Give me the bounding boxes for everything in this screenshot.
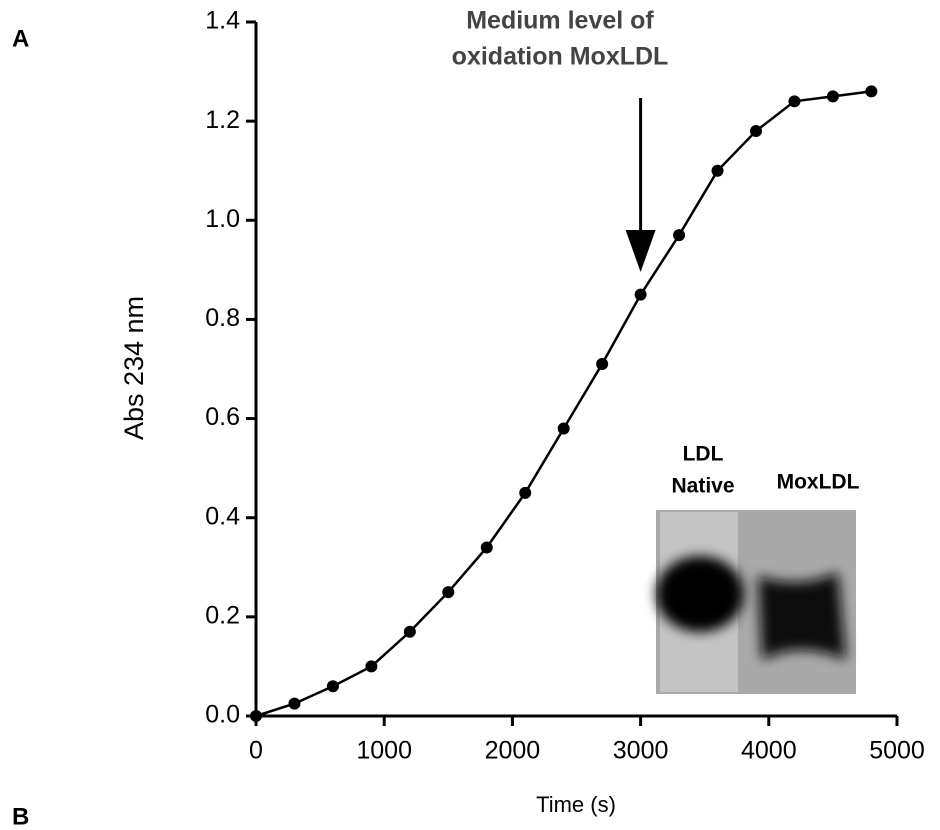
data-point <box>480 541 493 554</box>
y-tick-label: 1.2 <box>205 106 240 134</box>
x-tick-label: 1000 <box>356 737 412 765</box>
inset-gel <box>656 510 856 694</box>
data-point <box>826 90 839 103</box>
y-axis-label: Abs 234 nm <box>119 296 149 440</box>
data-point <box>250 710 262 722</box>
data-point <box>326 680 339 693</box>
x-tick-label: 5000 <box>869 737 925 765</box>
panel-label: A <box>12 25 29 52</box>
x-tick-label: 3000 <box>613 737 669 765</box>
data-point <box>865 85 878 98</box>
gel-band <box>758 572 846 660</box>
y-tick-label: 0.2 <box>205 601 240 629</box>
y-tick-label: 0.8 <box>205 304 240 332</box>
data-point <box>365 660 378 673</box>
data-point <box>442 586 455 599</box>
x-tick-label: 0 <box>249 737 263 765</box>
x-tick-label: 2000 <box>485 737 541 765</box>
data-point <box>711 164 724 177</box>
annotation-text: oxidation MoxLDL <box>452 43 669 71</box>
data-point <box>596 358 609 371</box>
y-tick-label: 1.0 <box>205 205 240 233</box>
data-point <box>788 95 801 108</box>
y-tick-label: 0.0 <box>205 701 240 729</box>
data-point <box>288 697 301 710</box>
inset-label: LDL <box>683 443 724 466</box>
x-tick-label: 4000 <box>741 737 797 765</box>
y-tick-label: 0.6 <box>205 403 240 431</box>
y-tick-label: 1.4 <box>205 7 240 35</box>
data-point <box>519 486 532 499</box>
data-point <box>634 288 647 301</box>
annotation-text: Medium level of <box>466 7 654 35</box>
annotation-arrowhead <box>625 230 656 272</box>
inset-label: Native <box>671 475 734 498</box>
x-axis-label: Time (s) <box>536 792 616 817</box>
inset-label: MoxLDL <box>777 471 860 494</box>
data-point <box>673 229 686 242</box>
gel-band <box>656 556 744 632</box>
panel-label: B <box>12 803 29 830</box>
y-tick-label: 0.4 <box>205 502 240 530</box>
data-point <box>557 422 570 435</box>
data-point <box>749 125 762 138</box>
data-point <box>403 625 416 638</box>
